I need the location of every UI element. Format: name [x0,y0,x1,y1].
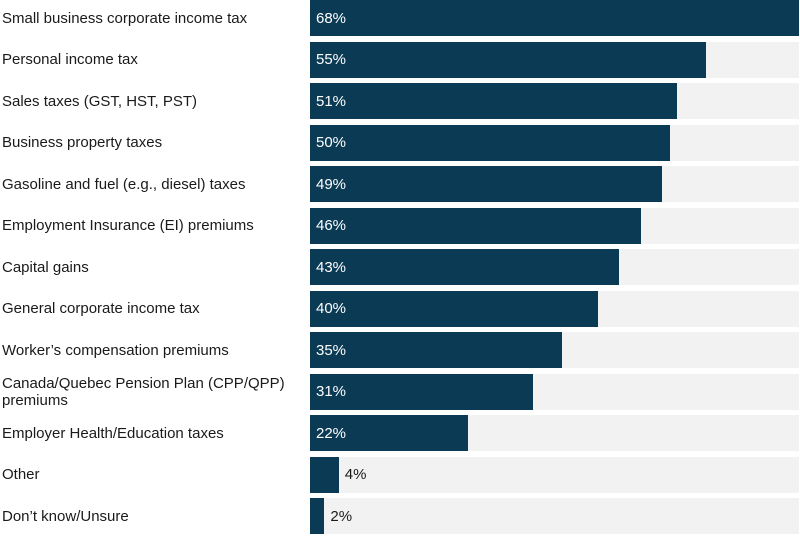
bar-row: Employer Health/Education taxes 22% [0,415,800,451]
value-label: 46% [316,217,347,234]
bar [310,290,598,327]
value-label: 4% [344,466,367,483]
category-label: Worker’s compensation premiums [2,341,229,359]
bar-row: Small business corporate income tax 68% [0,0,800,36]
bar-track [310,498,799,534]
bar [310,124,670,161]
value-label: 40% [316,300,347,317]
category-label: Canada/Quebec Pension Plan (CPP/QPP) pre… [2,374,285,409]
category-label: Business property taxes [2,134,163,151]
bar [310,83,677,119]
bar [310,166,663,202]
bar-row: Personal income tax 55% [0,41,800,78]
value-label: 50% [316,134,347,151]
value-label: 49% [316,175,347,193]
category-label: Sales taxes (GST, HST, PST) [2,92,198,110]
bar [310,415,469,451]
bar [310,207,641,244]
category-label: Capital gains [2,258,89,276]
bar-row: Don’t know/Unsure 2% [0,498,800,534]
bar-row: Other 4% [0,456,800,493]
value-label: 68% [316,9,347,27]
value-label: 43% [316,258,347,276]
category-label: Personal income tax [2,51,138,68]
category-label: Gasoline and fuel (e.g., diesel) taxes [2,175,246,193]
bar [310,373,533,410]
bar [310,456,339,493]
value-label: 35% [316,341,347,359]
bar-row: Canada/Quebec Pension Plan (CPP/QPP) pre… [0,373,800,410]
bar-track [310,456,799,493]
category-label: Don’t know/Unsure [2,507,129,525]
bar-row: Sales taxes (GST, HST, PST) 51% [0,83,800,119]
value-label: 2% [330,507,353,525]
category-label: Small business corporate income tax [2,9,248,27]
category-label: General corporate income tax [2,300,200,317]
value-label: 31% [316,383,347,400]
bar [310,41,706,78]
bar-row: General corporate income tax 40% [0,290,800,327]
bar-row: Worker’s compensation premiums 35% [0,332,800,368]
value-label: 55% [316,51,347,68]
bar-row: Business property taxes 50% [0,124,800,161]
value-label: 51% [316,92,347,110]
category-label: Employer Health/Education taxes [2,424,224,442]
bar-row: Gasoline and fuel (e.g., diesel) taxes 49… [0,166,800,202]
bar [310,498,325,534]
bar-row: Employment Insurance (EI) premiums 46% [0,207,800,244]
bar [310,332,562,368]
category-label: Employment Insurance (EI) premiums [2,217,254,234]
bar [310,249,620,285]
value-label: 22% [316,424,347,442]
bar-row: Capital gains 43% [0,249,800,285]
bar [310,0,799,36]
category-label: Other [2,466,40,483]
